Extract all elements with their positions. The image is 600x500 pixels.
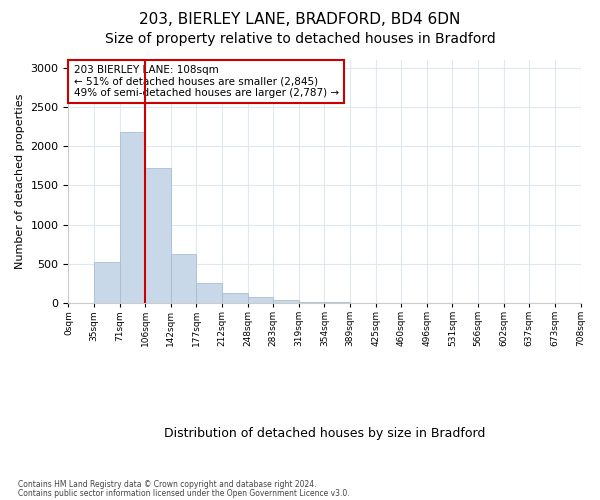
Bar [196, 282, 222, 303]
Text: Size of property relative to detached houses in Bradford: Size of property relative to detached ho… [104, 32, 496, 46]
Text: 203, BIERLEY LANE, BRADFORD, BD4 6DN: 203, BIERLEY LANE, BRADFORD, BD4 6DN [139, 12, 461, 28]
Bar [273, 300, 299, 303]
Bar [299, 302, 325, 303]
Text: Contains HM Land Registry data © Crown copyright and database right 2024.: Contains HM Land Registry data © Crown c… [18, 480, 317, 489]
Y-axis label: Number of detached properties: Number of detached properties [15, 94, 25, 269]
Bar [171, 254, 196, 303]
X-axis label: Distribution of detached houses by size in Bradford: Distribution of detached houses by size … [164, 427, 485, 440]
Bar [325, 302, 350, 303]
Bar [94, 262, 119, 303]
Bar [248, 297, 273, 303]
Bar [119, 132, 145, 303]
Text: 203 BIERLEY LANE: 108sqm
← 51% of detached houses are smaller (2,845)
49% of sem: 203 BIERLEY LANE: 108sqm ← 51% of detach… [74, 65, 338, 98]
Bar [222, 292, 248, 303]
Bar [145, 168, 171, 303]
Text: Contains public sector information licensed under the Open Government Licence v3: Contains public sector information licen… [18, 488, 350, 498]
